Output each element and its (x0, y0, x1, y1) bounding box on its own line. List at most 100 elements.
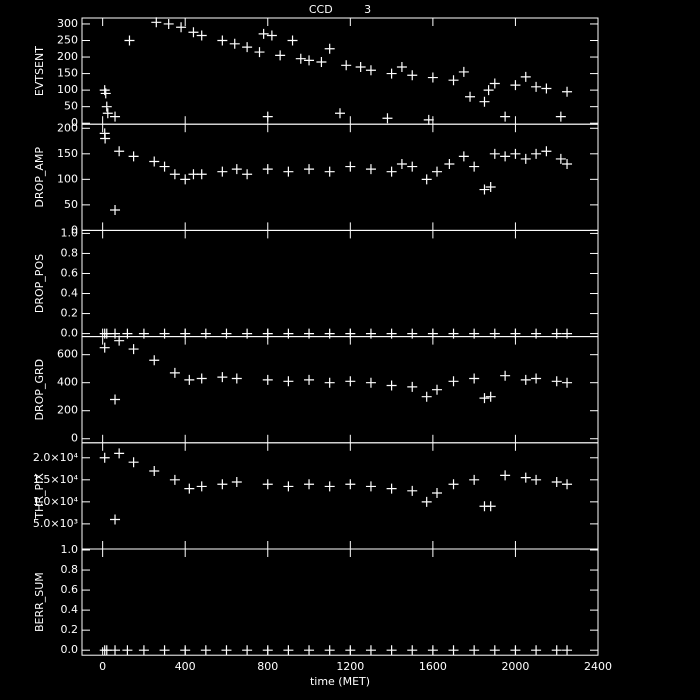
y-tick-label: 0.8 (61, 246, 79, 259)
y-tick-label: 1.5×10⁴ (33, 473, 79, 486)
point (262, 479, 273, 490)
point (188, 27, 199, 38)
point (407, 381, 418, 392)
point (114, 146, 125, 157)
point (432, 488, 443, 499)
point (421, 391, 432, 402)
point (365, 377, 376, 388)
plot-frame (81, 17, 599, 125)
point (283, 376, 294, 387)
point (196, 169, 207, 180)
point (221, 645, 232, 656)
y-axis-label: DROP_AMP (33, 147, 46, 208)
y-tick-label: 400 (57, 376, 78, 389)
point (432, 166, 443, 177)
point (510, 148, 521, 159)
point (365, 164, 376, 175)
y-axis-label: BERR_SUM (33, 572, 46, 632)
point (562, 645, 573, 656)
point (386, 645, 397, 656)
point (448, 479, 459, 490)
y-tick-label: 50 (64, 100, 78, 113)
x-tick-label: 0 (99, 660, 106, 673)
y-axis-label: EVTSENT (33, 46, 46, 96)
point (485, 501, 496, 512)
point (520, 374, 531, 385)
point (562, 377, 573, 388)
point (159, 645, 170, 656)
point (382, 113, 393, 124)
point (479, 393, 490, 404)
point (500, 370, 511, 381)
point (427, 645, 438, 656)
point (163, 18, 174, 29)
point (304, 479, 315, 490)
point (324, 645, 335, 656)
y-tick-label: 0 (71, 432, 78, 445)
point (100, 133, 111, 144)
point (531, 148, 542, 159)
point (335, 108, 345, 119)
point (242, 645, 253, 656)
point (365, 645, 376, 656)
point (283, 645, 294, 656)
point (283, 166, 294, 177)
y-tick-label: 0.0 (61, 643, 79, 656)
point (217, 166, 228, 177)
point (448, 645, 459, 656)
point (386, 68, 397, 79)
point (458, 151, 469, 162)
point (489, 78, 500, 89)
point (151, 17, 162, 28)
point (262, 645, 273, 656)
point (500, 151, 511, 162)
point (551, 477, 562, 488)
point (421, 496, 432, 507)
y-tick-label: 300 (57, 17, 78, 30)
point (520, 71, 531, 82)
point (184, 483, 195, 494)
x-tick-label: 1200 (336, 660, 364, 673)
point (324, 166, 335, 177)
point (448, 75, 459, 86)
point (110, 645, 121, 656)
x-tick-label: 2000 (501, 660, 529, 673)
point (551, 376, 562, 387)
x-tick-label: 2400 (584, 660, 612, 673)
plot-frame (81, 442, 599, 550)
chart-title: CCD 3 (309, 3, 371, 16)
point (485, 182, 496, 193)
y-tick-label: 0.8 (61, 563, 79, 576)
point (465, 91, 476, 102)
point (229, 38, 240, 49)
x-tick-label: 800 (257, 660, 278, 673)
y-tick-label: 1.0 (61, 543, 79, 556)
point (324, 43, 335, 54)
point (101, 101, 112, 112)
y-tick-label: 100 (57, 172, 78, 185)
point (275, 50, 286, 61)
point (531, 645, 542, 656)
point (541, 146, 552, 157)
point (242, 169, 253, 180)
y-tick-label: 150 (57, 67, 78, 80)
point (341, 60, 352, 71)
plot-frame (81, 229, 599, 338)
y-tick-label: 1.0 (61, 226, 79, 239)
y-tick-label: 0.0 (61, 327, 79, 340)
point (196, 481, 207, 492)
point (500, 470, 511, 481)
point (510, 80, 521, 91)
point (254, 47, 265, 58)
point (345, 376, 356, 387)
point (551, 645, 562, 656)
y-tick-label: 0.2 (61, 307, 79, 320)
y-tick-label: 0.4 (61, 287, 79, 300)
y-tick-label: 2.0×10⁴ (33, 451, 79, 464)
point (200, 645, 211, 656)
point (124, 35, 135, 46)
point (283, 481, 294, 492)
point (427, 72, 438, 83)
point (531, 474, 542, 485)
point (169, 169, 180, 180)
